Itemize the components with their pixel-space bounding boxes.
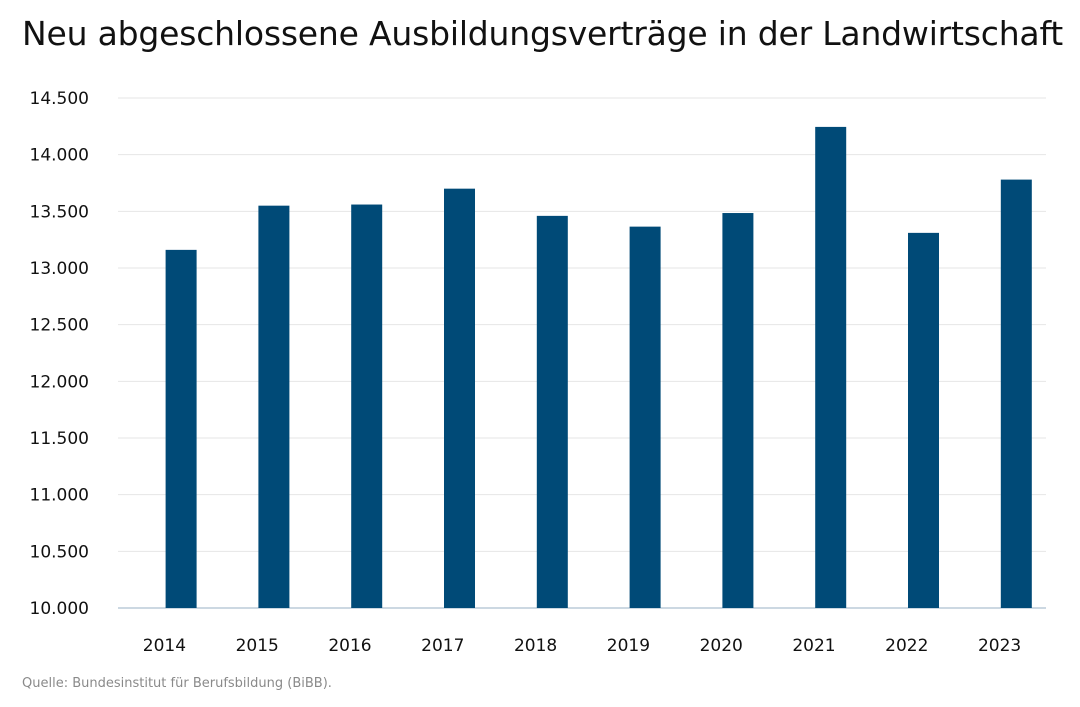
- x-tick-label: 2016: [328, 636, 371, 656]
- source-note: Quelle: Bundesinstitut für Berufsbildung…: [22, 676, 332, 691]
- bar: [258, 205, 290, 608]
- bar: [444, 188, 476, 608]
- x-tick-label: 2018: [514, 636, 557, 656]
- y-tick-label: 12.000: [30, 372, 89, 392]
- y-tick-label: 14.000: [30, 146, 89, 166]
- x-tick-label: 2022: [885, 636, 928, 656]
- bar: [815, 126, 847, 609]
- y-tick-label: 13.500: [30, 202, 89, 222]
- bar: [165, 249, 197, 608]
- y-axis-ticks: 10.000 10.500 11.000 11.500 12.000 12.500 13.0…: [30, 89, 89, 619]
- bars: [165, 126, 1032, 609]
- x-tick-label: 2021: [792, 636, 835, 656]
- bar: [722, 213, 754, 609]
- x-tick-label: 2019: [607, 636, 650, 656]
- y-tick-label: 12.500: [30, 316, 89, 336]
- x-axis-ticks: 2014 2015 2016 2017 2018 2019 2020 2021 2022 2023: [143, 636, 1021, 656]
- y-tick-label: 10.000: [30, 599, 89, 619]
- x-tick-label: 2023: [978, 636, 1021, 656]
- x-tick-label: 2015: [236, 636, 279, 656]
- y-tick-label: 10.500: [30, 542, 89, 562]
- chart-title: Neu abgeschlossene Ausbildungsverträge i…: [22, 14, 1064, 53]
- bar: [908, 232, 940, 608]
- grid-lines: [118, 97, 1046, 609]
- y-tick-label: 11.000: [30, 486, 89, 506]
- bar: [629, 226, 661, 608]
- bar: [1000, 179, 1032, 608]
- bar: [351, 204, 383, 609]
- y-tick-label: 14.500: [30, 89, 89, 109]
- x-tick-label: 2020: [700, 636, 743, 656]
- y-tick-label: 13.000: [30, 259, 89, 279]
- x-tick-label: 2014: [143, 636, 186, 656]
- x-tick-label: 2017: [421, 636, 464, 656]
- y-tick-label: 11.500: [30, 429, 89, 449]
- bar: [536, 215, 568, 608]
